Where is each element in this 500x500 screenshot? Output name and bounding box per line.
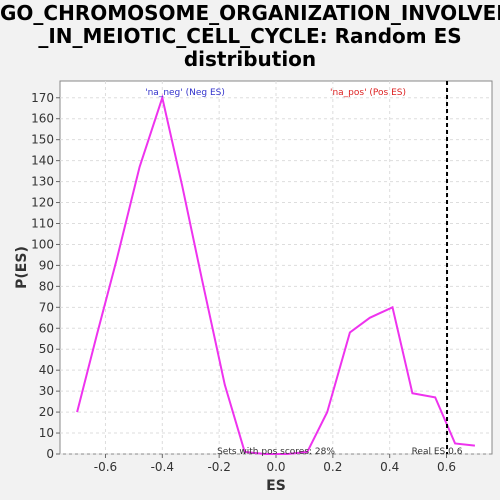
y-tick-label: 170 xyxy=(31,91,54,105)
x-tick-label: -0.4 xyxy=(151,460,174,474)
y-tick-label: 160 xyxy=(31,112,54,126)
y-tick-label: 100 xyxy=(31,237,54,251)
y-tick-label: 70 xyxy=(39,300,54,314)
y-tick-label: 150 xyxy=(31,133,54,147)
y-tick-label: 50 xyxy=(39,342,54,356)
x-axis-ticks: -0.6 -0.4 -0.2 0.0 0.2 0.4 0.6 xyxy=(94,454,456,474)
x-tick-label: 0.4 xyxy=(380,460,399,474)
y-axis-label: P(ES) xyxy=(14,246,30,289)
x-tick-label: 0.2 xyxy=(323,460,342,474)
y-tick-label: 80 xyxy=(39,279,54,293)
y-tick-label: 110 xyxy=(31,216,54,230)
grid xyxy=(60,81,492,455)
x-tick-label: 0.6 xyxy=(437,460,456,474)
y-tick-label: 0 xyxy=(46,447,54,461)
real-es-label: Real ES 0.6 xyxy=(412,447,463,457)
y-tick-label: 40 xyxy=(39,363,54,377)
y-tick-label: 10 xyxy=(39,426,54,440)
es-distribution-line xyxy=(76,94,476,455)
y-tick-label: 140 xyxy=(31,154,54,168)
y-axis-ticks: 0 10 20 30 40 50 60 70 80 90 100 110 120 130 140 150 160… xyxy=(31,91,60,461)
pos-scores-label: Sets with pos scores: 28% xyxy=(217,447,335,457)
y-tick-label: 30 xyxy=(39,384,54,398)
y-tick-label: 60 xyxy=(39,321,54,335)
x-tick-label: -0.6 xyxy=(94,460,117,474)
y-tick-label: 120 xyxy=(31,196,54,210)
pos-es-label: 'na_pos' (Pos ES) xyxy=(330,88,406,98)
y-tick-label: 90 xyxy=(39,258,54,272)
neg-es-label: 'na_neg' (Neg ES) xyxy=(145,88,225,98)
chart-title: GO_CHROMOSOME_ORGANIZATION_INVOLVED _IN_… xyxy=(0,1,500,71)
y-tick-label: 130 xyxy=(31,175,54,189)
x-tick-label: 0.0 xyxy=(266,460,285,474)
x-tick-label: -0.2 xyxy=(207,460,230,474)
x-axis-label: ES xyxy=(266,478,286,494)
y-tick-label: 20 xyxy=(39,405,54,419)
